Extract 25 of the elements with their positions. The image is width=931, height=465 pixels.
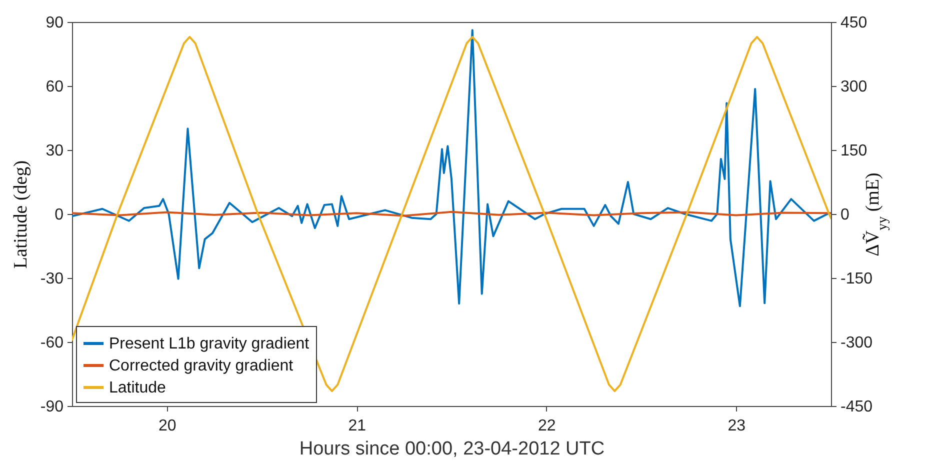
x-tick-label: 22 xyxy=(538,418,556,434)
x-tick-label: 21 xyxy=(348,418,366,434)
x-axis-title: Hours since 00:00, 23-04-2012 UTC xyxy=(299,438,605,460)
y-tick-label: 90 xyxy=(46,14,64,32)
y2-tick-label: 0 xyxy=(840,206,850,224)
y2-tick-label: -150 xyxy=(840,270,873,288)
y2-tick-label: -450 xyxy=(840,398,873,416)
y-tick-label: 0 xyxy=(54,206,64,224)
y-tick-label: -30 xyxy=(40,270,64,288)
y-tick-label: -60 xyxy=(40,334,64,352)
y2-tick-label: 300 xyxy=(840,78,868,96)
y2-tick-label: 450 xyxy=(840,14,868,32)
y2-tick-label: -300 xyxy=(840,334,873,352)
y-tick-label: 60 xyxy=(46,78,64,96)
y-tick-label: 30 xyxy=(46,142,64,160)
legend-label: Present L1b gravity gradient xyxy=(109,336,310,352)
y2-tick-label: 150 xyxy=(840,142,868,160)
line-series xyxy=(72,36,831,392)
legend-label: Latitude xyxy=(109,380,166,396)
legend-label: Corrected gravity gradient xyxy=(109,358,294,374)
y-tick-label: -90 xyxy=(40,398,64,416)
line-series xyxy=(72,29,830,308)
x-tick-label: 23 xyxy=(728,418,746,434)
y-axis-title: Latitude (deg) xyxy=(10,160,32,269)
x-tick-label: 20 xyxy=(158,418,176,434)
